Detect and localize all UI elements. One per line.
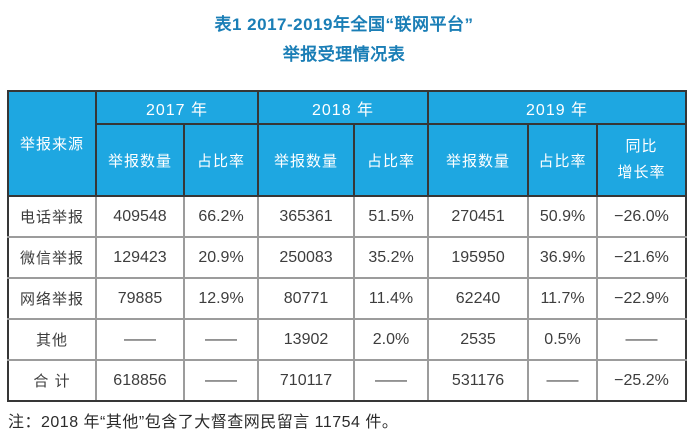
- header-year-2018: 2018 年: [257, 90, 430, 125]
- header-2018-share: 占比率: [353, 123, 430, 197]
- table-cell: 0.5%: [527, 318, 599, 361]
- table-cell: 80771: [257, 277, 356, 320]
- table-row-wechat: 微信举报 129423 20.9% 250083 35.2% 195950 36…: [7, 236, 688, 279]
- table-cell: 195950: [427, 236, 530, 279]
- table-cell: 35.2%: [353, 236, 430, 279]
- table-row-internet: 网络举报 79885 12.9% 80771 11.4% 62240 11.7%…: [7, 277, 688, 320]
- table-cell: 79885: [95, 277, 185, 320]
- table-cell: 36.9%: [527, 236, 599, 279]
- table-cell: 13902: [257, 318, 356, 361]
- header-year-2017: 2017 年: [94, 90, 260, 125]
- table-cell: 12.9%: [182, 277, 260, 320]
- table-cell: −21.6%: [596, 236, 688, 279]
- table-cell: 51.5%: [353, 195, 430, 238]
- table-row-total: 合 计 618856 —— 710117 —— 531176 —— −25.2%: [7, 359, 688, 402]
- table-cell: 710117: [257, 359, 356, 402]
- table-cell: −25.2%: [596, 359, 688, 402]
- table-cell: 11.7%: [527, 277, 599, 320]
- table-cell: 250083: [257, 236, 356, 279]
- table-cell: ——: [596, 318, 688, 361]
- table-cell: ——: [353, 359, 430, 402]
- table-cell: 11.4%: [353, 277, 430, 320]
- table-title-line2: 举报受理情况表: [282, 45, 406, 64]
- header-2017-share: 占比率: [182, 123, 260, 197]
- header-year-2019: 2019 年: [427, 90, 688, 125]
- table-cell: −22.9%: [596, 277, 688, 320]
- table-cell: ——: [527, 359, 599, 402]
- table-cell: 66.2%: [182, 195, 260, 238]
- footnote: 注：2018 年“其他”包含了大督查网民留言 11754 件。: [8, 414, 399, 431]
- row-label: 其他: [7, 318, 97, 361]
- table-row-phone: 电话举报 409548 66.2% 365361 51.5% 270451 50…: [7, 195, 688, 238]
- table-cell: ——: [182, 318, 260, 361]
- table-cell: 129423: [95, 236, 185, 279]
- table-title-line1: 表1 2017-2019年全国“联网平台”: [214, 15, 474, 34]
- table-cell: 409548: [95, 195, 185, 238]
- table-cell: 618856: [95, 359, 185, 402]
- row-label: 网络举报: [7, 277, 97, 320]
- table-title: 表1 2017-2019年全国“联网平台” 举报受理情况表: [0, 0, 688, 70]
- table-cell: ——: [95, 318, 185, 361]
- table-cell: 62240: [427, 277, 530, 320]
- table-cell: 2535: [427, 318, 530, 361]
- table-cell: 20.9%: [182, 236, 260, 279]
- row-label: 合 计: [7, 359, 97, 402]
- table-row-other: 其他 —— —— 13902 2.0% 2535 0.5% ——: [7, 318, 688, 361]
- table-cell: 50.9%: [527, 195, 599, 238]
- table-cell: 365361: [257, 195, 356, 238]
- header-sub-row: 举报数量 占比率 举报数量 占比率 举报数量 占比率 同比 增长率: [8, 123, 688, 197]
- report-table: 举报来源 2017 年 2018 年 2019 年 举报数量 占比率 举报数量 …: [7, 90, 688, 402]
- table-cell: ——: [182, 359, 260, 402]
- header-report-source: 举报来源: [7, 90, 97, 197]
- table-cell: 531176: [427, 359, 530, 402]
- header-year-row: 举报来源 2017 年 2018 年 2019 年: [7, 90, 688, 197]
- table-cell: 270451: [427, 195, 530, 238]
- row-label: 微信举报: [7, 236, 97, 279]
- header-2017-count: 举报数量: [95, 123, 185, 197]
- table-cell: −26.0%: [596, 195, 688, 238]
- header-2019-share: 占比率: [527, 123, 599, 197]
- row-label: 电话举报: [7, 195, 97, 238]
- header-2018-count: 举报数量: [257, 123, 356, 197]
- table-cell: 2.0%: [353, 318, 430, 361]
- header-2019-count: 举报数量: [427, 123, 530, 197]
- header-yoy-growth: 同比 增长率: [596, 123, 688, 197]
